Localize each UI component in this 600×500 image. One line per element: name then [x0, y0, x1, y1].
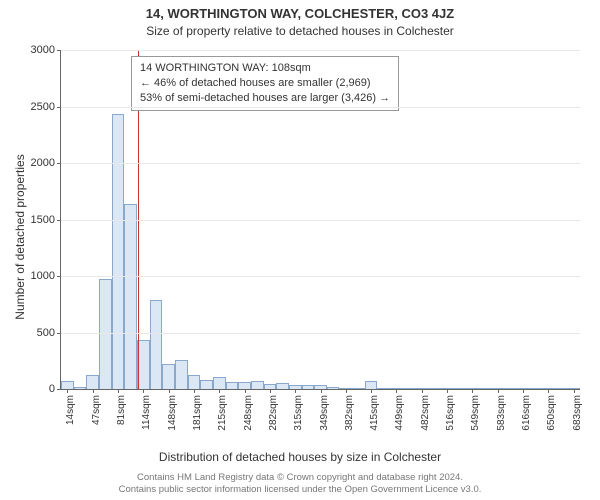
footer-line1: Contains HM Land Registry data © Crown c… — [0, 472, 600, 484]
xtick-label: 683sqm — [572, 395, 583, 431]
ytick-label: 0 — [49, 383, 61, 395]
xtick-mark — [194, 389, 195, 393]
xtick-mark — [295, 389, 296, 393]
x-axis-label: Distribution of detached houses by size … — [0, 450, 600, 464]
info-box-line3: 53% of semi-detached houses are larger (… — [140, 91, 390, 106]
xtick-mark — [93, 389, 94, 393]
bar — [124, 204, 137, 389]
gridline — [61, 220, 580, 221]
page-title-1: 14, WORTHINGTON WAY, COLCHESTER, CO3 4JZ — [0, 6, 600, 21]
gridline — [61, 163, 580, 164]
xtick-label: 516sqm — [445, 395, 456, 431]
bar — [238, 382, 251, 389]
bar — [276, 383, 289, 389]
xtick-mark — [67, 389, 68, 393]
xtick-mark — [574, 389, 575, 393]
xtick-mark — [219, 389, 220, 393]
xtick-label: 248sqm — [243, 395, 254, 431]
xtick-mark — [346, 389, 347, 393]
ytick-label: 1500 — [31, 214, 61, 226]
footer-line2: Contains public sector information licen… — [0, 484, 600, 496]
xtick-mark — [396, 389, 397, 393]
gridline — [61, 50, 580, 51]
xtick-mark — [523, 389, 524, 393]
xtick-label: 282sqm — [268, 395, 279, 431]
bar — [200, 380, 213, 389]
page-title-2: Size of property relative to detached ho… — [0, 24, 600, 38]
xtick-label: 181sqm — [192, 395, 203, 431]
xtick-label: 315sqm — [293, 395, 304, 431]
bar — [251, 381, 264, 389]
bar — [188, 375, 201, 389]
bar — [226, 382, 239, 389]
ytick-label: 2500 — [31, 101, 61, 113]
xtick-label: 114sqm — [141, 395, 152, 430]
xtick-label: 382sqm — [344, 395, 355, 431]
bar — [86, 375, 99, 389]
gridline — [61, 333, 580, 334]
ytick-label: 1000 — [31, 270, 61, 282]
xtick-label: 549sqm — [470, 395, 481, 431]
bar — [302, 385, 315, 389]
bar — [453, 388, 466, 389]
xtick-label: 81sqm — [116, 395, 127, 425]
gridline — [61, 107, 580, 108]
bar — [529, 388, 542, 389]
bar — [213, 377, 226, 389]
bar — [99, 279, 112, 389]
gridline — [61, 276, 580, 277]
bar — [112, 114, 125, 389]
bar — [327, 387, 340, 389]
xtick-label: 583sqm — [496, 395, 507, 431]
bar — [74, 387, 87, 389]
bar — [365, 381, 378, 389]
xtick-label: 148sqm — [167, 395, 178, 431]
bar — [61, 381, 74, 389]
bar — [555, 388, 568, 389]
info-box-line2: ← 46% of detached houses are smaller (2,… — [140, 76, 390, 91]
xtick-label: 449sqm — [394, 395, 405, 431]
bar — [162, 364, 175, 389]
bar — [504, 388, 517, 389]
xtick-label: 215sqm — [217, 395, 228, 431]
xtick-mark — [245, 389, 246, 393]
bar — [479, 388, 492, 389]
xtick-label: 482sqm — [420, 395, 431, 431]
ytick-label: 500 — [37, 327, 61, 339]
xtick-mark — [143, 389, 144, 393]
bar — [150, 300, 163, 389]
bar — [377, 388, 390, 389]
xtick-mark — [498, 389, 499, 393]
xtick-mark — [548, 389, 549, 393]
xtick-label: 616sqm — [521, 395, 532, 431]
info-box: 14 WORTHINGTON WAY: 108sqm ← 46% of deta… — [131, 56, 399, 111]
bar — [403, 388, 416, 389]
bar — [352, 388, 365, 389]
ytick-label: 2000 — [31, 157, 61, 169]
xtick-mark — [118, 389, 119, 393]
footer: Contains HM Land Registry data © Crown c… — [0, 472, 600, 496]
xtick-label: 47sqm — [91, 395, 102, 425]
xtick-mark — [270, 389, 271, 393]
bar — [428, 388, 441, 389]
xtick-label: 650sqm — [546, 395, 557, 431]
xtick-mark — [447, 389, 448, 393]
xtick-mark — [169, 389, 170, 393]
xtick-mark — [321, 389, 322, 393]
xtick-label: 415sqm — [369, 395, 380, 431]
info-box-line1: 14 WORTHINGTON WAY: 108sqm — [140, 61, 390, 76]
xtick-mark — [422, 389, 423, 393]
chart-plot-area: 14 WORTHINGTON WAY: 108sqm ← 46% of deta… — [60, 50, 580, 390]
xtick-label: 349sqm — [319, 395, 330, 431]
xtick-label: 14sqm — [65, 395, 76, 425]
xtick-mark — [371, 389, 372, 393]
y-axis-label: Number of detached properties — [13, 137, 27, 337]
ytick-label: 3000 — [31, 44, 61, 56]
xtick-mark — [472, 389, 473, 393]
bar — [175, 360, 188, 389]
